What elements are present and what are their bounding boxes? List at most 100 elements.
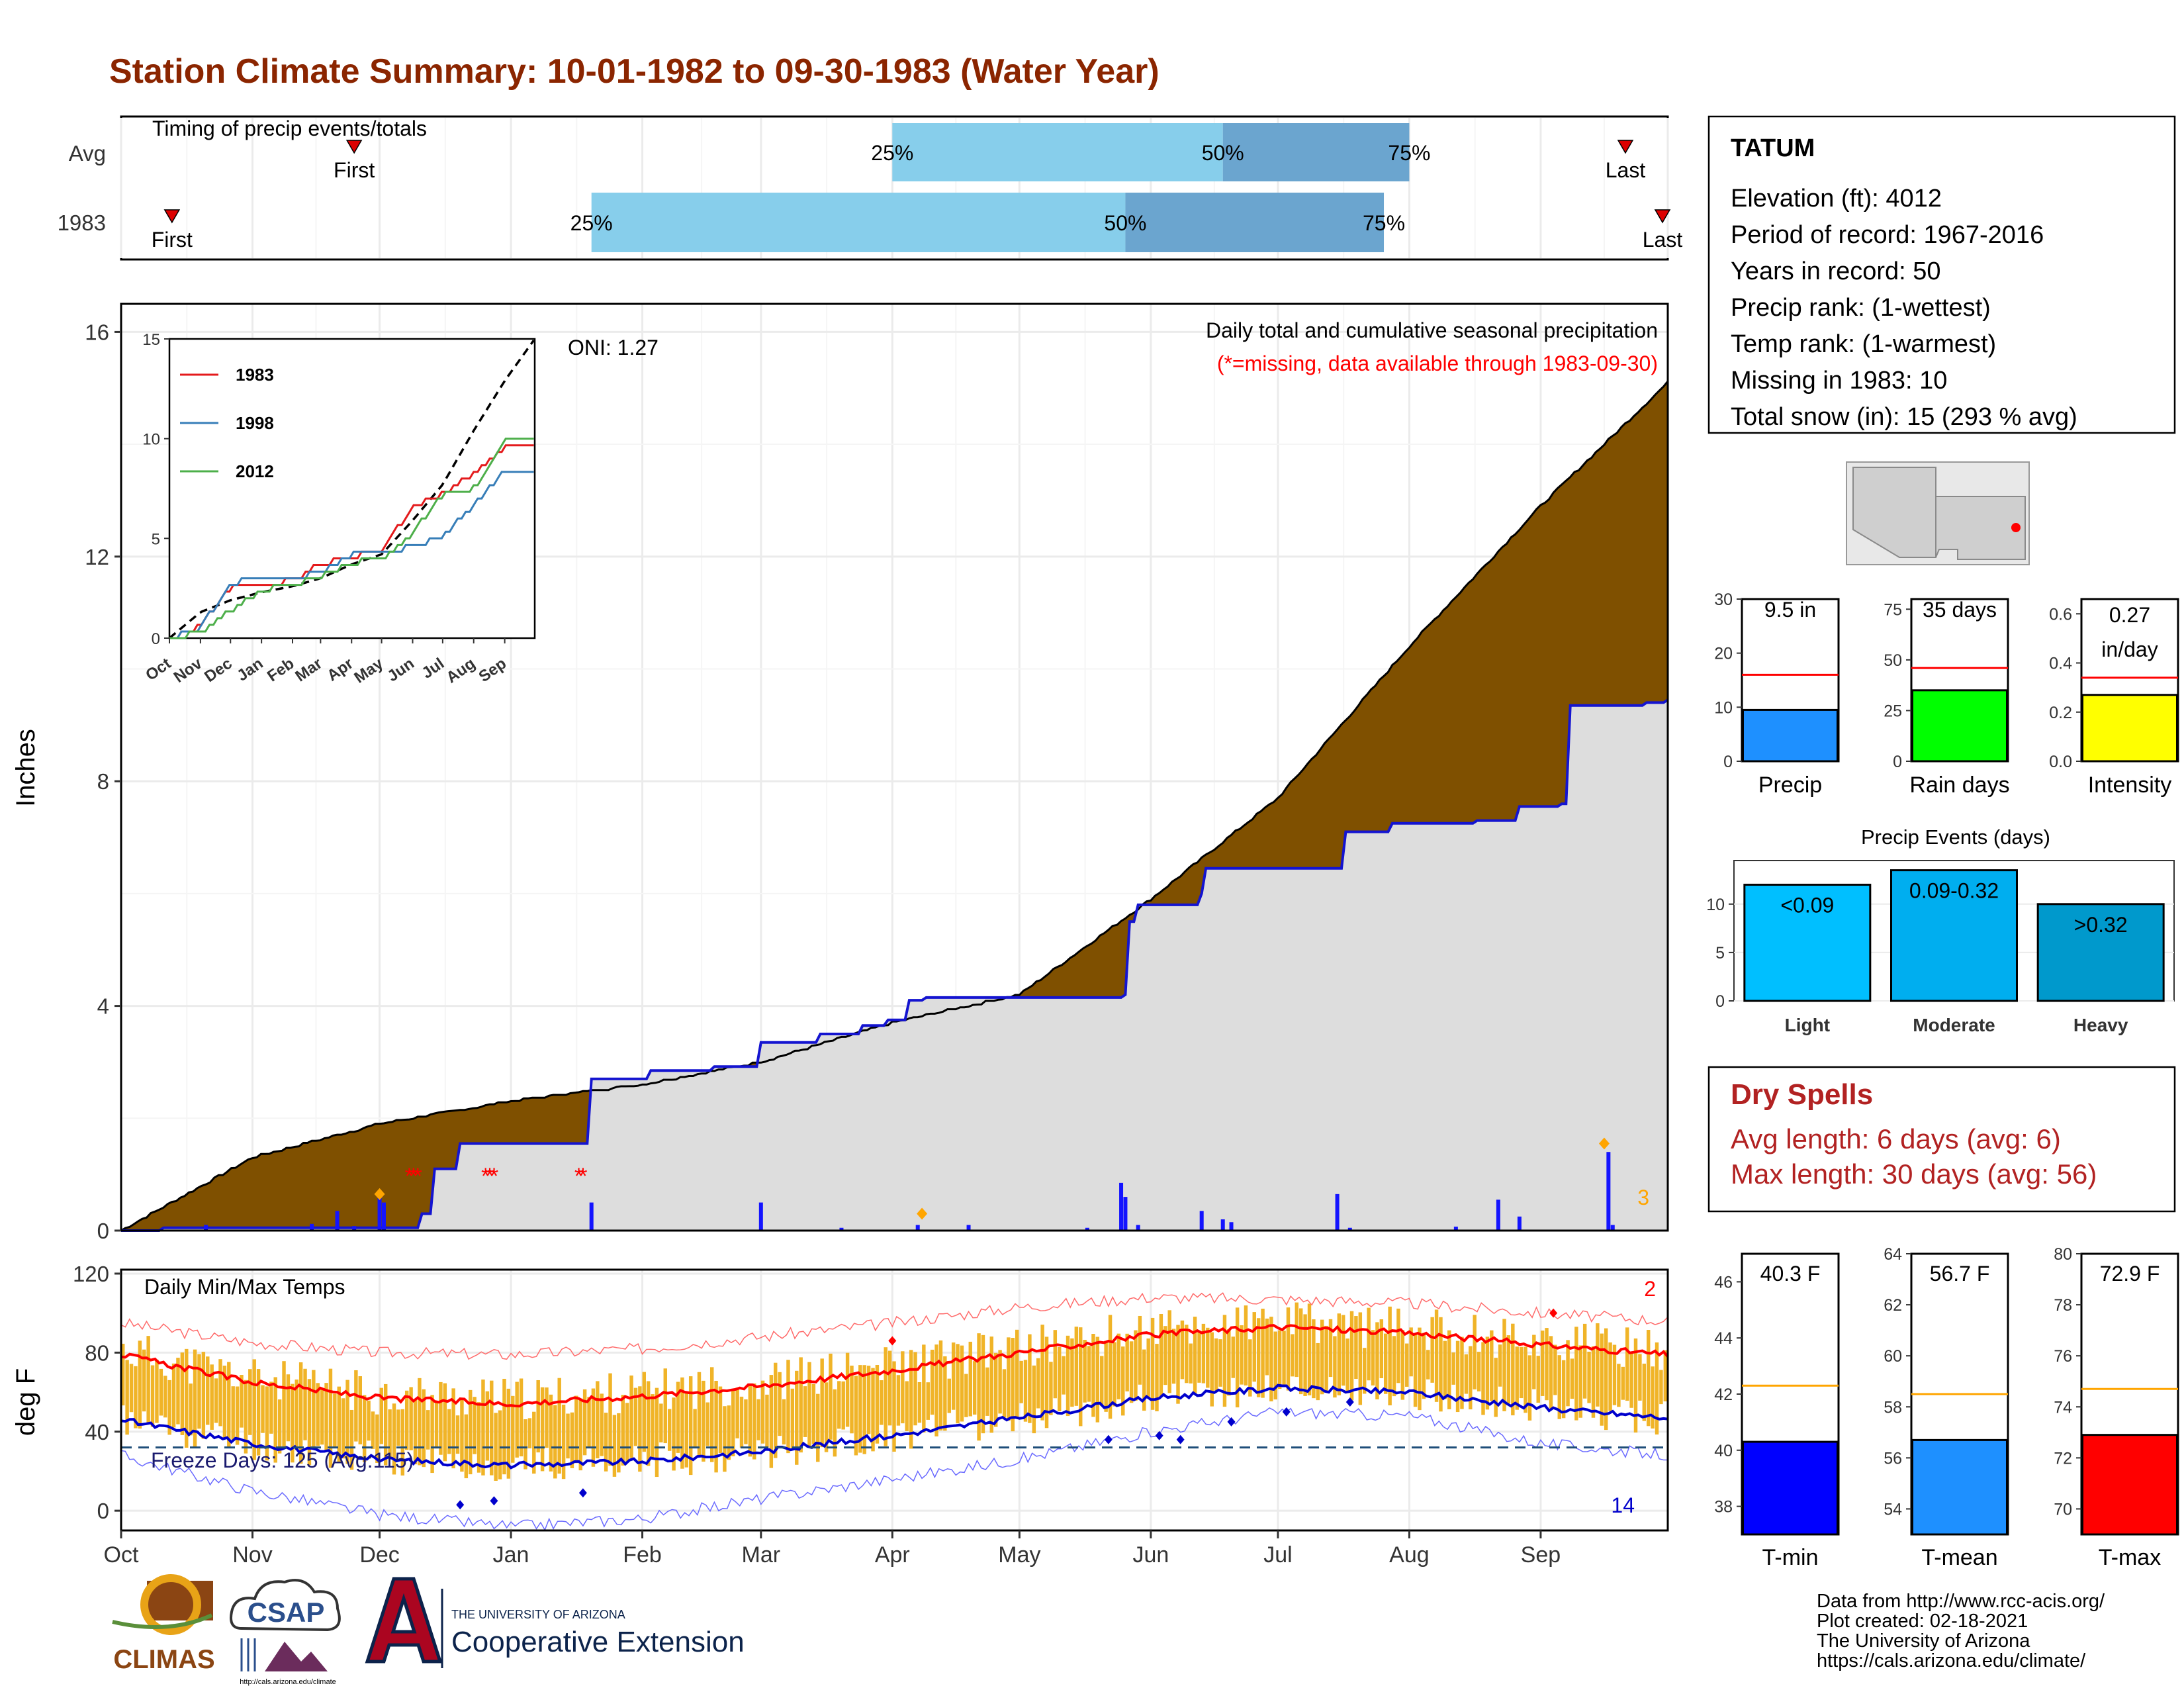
- station-line-elevation: Elevation (ft): 4012: [1731, 185, 1942, 212]
- daily-temp-bar: [171, 1363, 176, 1428]
- daily-temp-bar: [1578, 1345, 1582, 1418]
- daily-temp-bar: [142, 1349, 146, 1412]
- record-low-marker: [490, 1496, 498, 1506]
- daily-temp-bar: [502, 1378, 506, 1475]
- daily-temp-bar: [129, 1364, 134, 1413]
- daily-temp-bar: [1447, 1330, 1451, 1409]
- daily-temp-bar: [295, 1380, 298, 1450]
- climas-logo-sun: [140, 1574, 201, 1635]
- temp-bar-tick-label: 46: [1714, 1273, 1733, 1291]
- daily-temp-bar: [383, 1383, 388, 1466]
- daily-temp-bar: [1651, 1366, 1655, 1429]
- season-bar-tick-label: 0.6: [2049, 605, 2072, 624]
- station-line-years: Years in record: 50: [1731, 258, 1941, 285]
- daily-temp-bar: [185, 1348, 189, 1448]
- daily-temp-bar: [1379, 1319, 1384, 1379]
- timing-q50-label: 50%: [1104, 211, 1146, 235]
- daily-temp-bar: [1062, 1356, 1066, 1395]
- daily-temp-bar: [782, 1399, 786, 1445]
- daily-temp-bar: [485, 1391, 490, 1461]
- daily-temp-bar: [197, 1354, 201, 1429]
- temp-y-tick-label: 120: [73, 1262, 109, 1286]
- daily-temp-bar: [1375, 1322, 1379, 1399]
- daily-temp-bar: [790, 1388, 795, 1448]
- daily-temp-bar: [1358, 1312, 1363, 1405]
- daily-temp-bar: [748, 1383, 752, 1457]
- season-bar-tick-label: 0: [1723, 753, 1733, 771]
- daily-temp-bar: [702, 1380, 705, 1462]
- daily-temp-bar: [227, 1362, 231, 1447]
- daily-temp-bar: [735, 1387, 739, 1438]
- inset-y-tick-label: 10: [142, 431, 160, 449]
- daily-temp-bar: [1197, 1331, 1201, 1383]
- timing-row-avg: Avg: [69, 141, 106, 165]
- daily-temp-bar: [1511, 1323, 1515, 1416]
- temp-bar-tick-label: 58: [1884, 1398, 1902, 1417]
- station-location-marker: [2011, 523, 2021, 532]
- daily-temp-bar: [1333, 1336, 1337, 1398]
- daily-temp-bar: [1104, 1340, 1108, 1412]
- record-low-marker: [456, 1500, 465, 1510]
- record-low-marker: [1104, 1434, 1113, 1444]
- daily-temp-bar: [307, 1379, 312, 1466]
- csap-logo: CSAP http://cals.arizona.edu/climate: [230, 1579, 341, 1686]
- daily-temp-bar: [1574, 1327, 1578, 1421]
- daily-temp-bar: [693, 1409, 697, 1448]
- inset-legend-label: 1998: [236, 413, 274, 433]
- daily-temp-bar: [434, 1401, 439, 1449]
- daily-temp-bar: [1256, 1318, 1261, 1397]
- daily-temp-bar: [705, 1402, 710, 1446]
- daily-precip-bar-small: [1229, 1222, 1234, 1231]
- events-category-label: Heavy: [2073, 1015, 2128, 1035]
- timing-row-1983: 1983: [58, 211, 106, 235]
- daily-temp-bar: [375, 1414, 379, 1464]
- daily-temp-bar: [1307, 1303, 1312, 1395]
- season-bar-label: Intensity: [2088, 773, 2172, 798]
- timing-q75-label: 75%: [1388, 141, 1430, 165]
- freeze-days-label: Freeze Days: 125 (Avg:115): [151, 1448, 414, 1472]
- missing-marker: *: [409, 1164, 418, 1189]
- daily-temp-bar: [1392, 1336, 1396, 1397]
- temp-bar-label: T-max: [2099, 1545, 2161, 1570]
- daily-temp-bar: [422, 1389, 426, 1468]
- daily-precip-bar: [1335, 1194, 1340, 1231]
- temp-bar-tick-label: 62: [1884, 1296, 1902, 1315]
- precip-y-axis-label: Inches: [11, 729, 40, 807]
- daily-temp-bar: [1316, 1342, 1320, 1401]
- daily-temp-bar: [1621, 1366, 1625, 1400]
- daily-temp-bar: [663, 1368, 667, 1444]
- daily-temp-bar: [1494, 1358, 1498, 1417]
- daily-precip-bar-small: [1610, 1225, 1615, 1231]
- record-low-marker: [578, 1488, 587, 1498]
- daily-precip-bar: [1123, 1197, 1128, 1231]
- daily-temp-bar: [1201, 1323, 1206, 1383]
- daily-temp-bar: [985, 1367, 989, 1416]
- daily-temp-bar: [418, 1378, 422, 1466]
- daily-temp-bar: [1638, 1354, 1642, 1401]
- daily-temp-bar: [1384, 1333, 1388, 1394]
- inset-series-line: [169, 438, 534, 639]
- season-bar-fill: [1911, 689, 2008, 763]
- daily-temp-bar: [312, 1370, 316, 1447]
- daily-temp-bar: [989, 1336, 994, 1433]
- daily-temp-bar: [523, 1419, 527, 1470]
- daily-temp-bar: [163, 1376, 167, 1418]
- daily-temp-bar: [1663, 1350, 1668, 1402]
- daily-temp-bar: [379, 1387, 384, 1444]
- daily-temp-bar: [447, 1409, 451, 1454]
- daily-temp-bar: [240, 1375, 244, 1428]
- dry-spells-avg: Avg length: 6 days (avg: 6): [1731, 1123, 2061, 1154]
- daily-temp-bar: [1455, 1340, 1460, 1413]
- daily-temp-bar: [189, 1383, 193, 1436]
- daily-temp-bar: [1591, 1346, 1596, 1418]
- daily-temp-bar: [993, 1352, 998, 1427]
- precip-corner-count: 3: [1637, 1186, 1649, 1209]
- daily-temp-bar: [1244, 1305, 1248, 1385]
- missing-marker: *: [490, 1164, 498, 1189]
- daily-temp-bar: [1596, 1323, 1600, 1407]
- daily-temp-bar: [1049, 1362, 1053, 1415]
- season-total-bars: 9.5 in 0 10 20 30 Precip 35 days 0 25 50 75 Rain da…: [1714, 590, 2179, 798]
- daily-temp-bar: [672, 1397, 676, 1471]
- season-bar-tick-label: 50: [1884, 651, 1902, 670]
